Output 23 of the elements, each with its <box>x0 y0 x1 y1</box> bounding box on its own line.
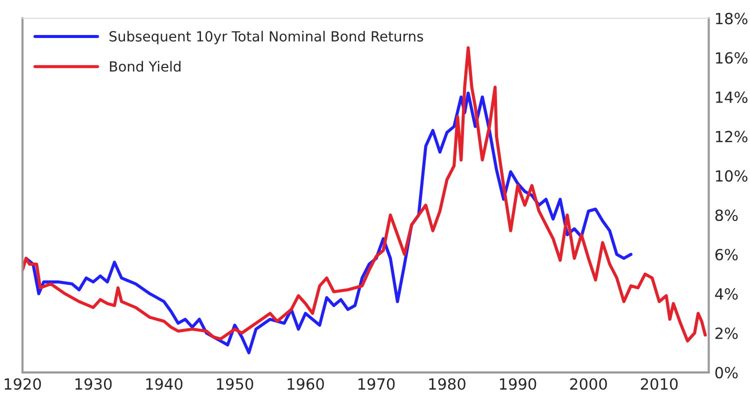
x-tick-label: 1940 <box>146 378 182 390</box>
x-tick-label: 1980 <box>429 378 466 390</box>
y-tick-label: 0% <box>715 366 738 378</box>
y-tick-label: 10% <box>716 170 748 182</box>
legend-label: Subsequent 10yr Total Nominal Bond Returns <box>110 30 424 44</box>
x-tick-label: 1960 <box>288 378 324 390</box>
y-tick-label: 4% <box>715 288 738 300</box>
x-tick-label: 1950 <box>216 378 254 390</box>
x-tick-label: 2000 <box>570 378 607 390</box>
x-tick-label: 1990 <box>500 378 536 390</box>
y-tick-label: 18% <box>716 12 748 24</box>
line-series <box>22 46 707 342</box>
x-tick-label: 2010 <box>640 378 678 390</box>
x-tick-label: 1920 <box>4 378 41 390</box>
y-tick-label: 14% <box>716 91 748 104</box>
y-tick-label: 2% <box>715 328 738 340</box>
legend-label: Bond Yield <box>110 60 180 72</box>
x-tick-label: 1930 <box>75 378 112 390</box>
y-tick-label: 16% <box>716 52 748 64</box>
x-tick-label: 1970 <box>358 378 395 390</box>
y-tick-label: 6% <box>715 248 738 260</box>
y-tick-label: 8% <box>715 209 738 222</box>
y-tick-label: 12% <box>716 130 748 142</box>
